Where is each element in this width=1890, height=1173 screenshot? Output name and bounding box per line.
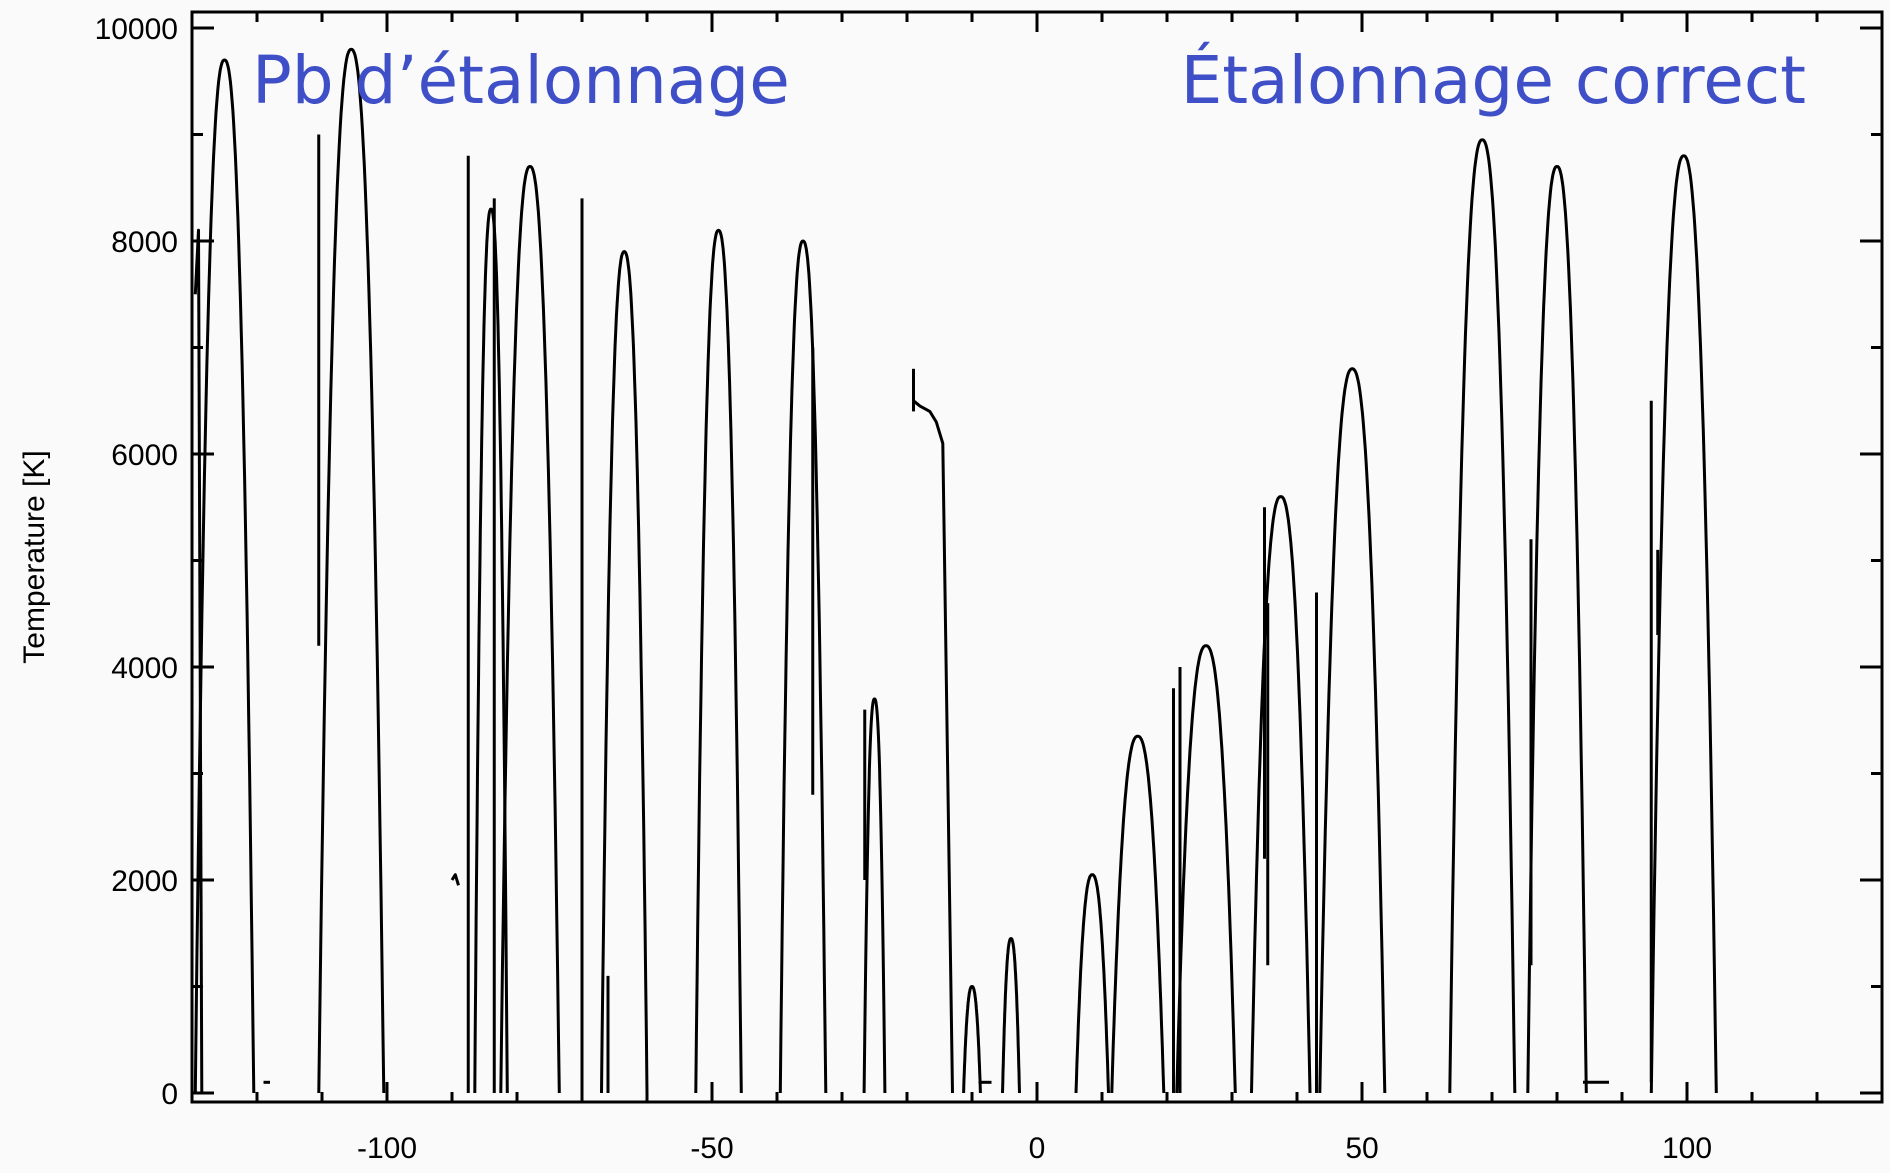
annotation-calibration-correct: Étalonnage correct [1181,41,1806,119]
temperature-arch-4 [499,165,561,1094]
temperature-arch-5 [600,250,649,1094]
temperature-arch-2 [317,47,386,1094]
temperature-arch-9 [962,985,982,1094]
y-tick-label: 6000 [111,439,178,472]
temperature-arch-10 [1001,937,1021,1094]
temperature-arch-8 [862,697,887,1094]
y-tick-label: 10000 [95,13,178,46]
temperature-arch-11 [1074,873,1110,1094]
temperature-arch-14 [1250,495,1312,1094]
temperature-arch-13 [1175,644,1237,1094]
x-tick-label: 0 [1029,1132,1046,1165]
y-tick-label: 8000 [111,226,178,259]
y-tick-label: 2000 [111,865,178,898]
temperature-segment-2 [193,228,204,1094]
temperature-segment-1 [912,399,954,1094]
data-curves [193,47,1718,1094]
annotation-calibration-problem: Pb d’étalonnage [252,42,790,119]
temperature-arch-12 [1110,734,1166,1094]
y-tick-label: 0 [161,1078,178,1111]
temperature-arch-1 [193,58,256,1094]
y-axis-label: Temperature [K] [18,450,51,663]
temperature-arch-18 [1649,154,1718,1094]
axis-ticks: -100 -50 0 50 100 0 2000 4000 6000 8000 10000 [95,12,1882,1165]
x-tick-label: -100 [357,1132,417,1165]
temperature-arch-16 [1448,138,1517,1094]
plot-frame [190,10,1884,1104]
temperature-segment-3 [450,873,460,886]
temperature-arch-17 [1526,165,1588,1094]
x-tick-label: 50 [1345,1132,1378,1165]
temperature-arch-7 [778,239,828,1094]
x-tick-label: 100 [1662,1132,1712,1165]
x-tick-label: -50 [690,1132,733,1165]
temperature-arch-6 [694,228,743,1094]
temperature-arch-3 [473,207,509,1094]
y-tick-label: 4000 [111,652,178,685]
temperature-arch-15 [1318,367,1387,1094]
